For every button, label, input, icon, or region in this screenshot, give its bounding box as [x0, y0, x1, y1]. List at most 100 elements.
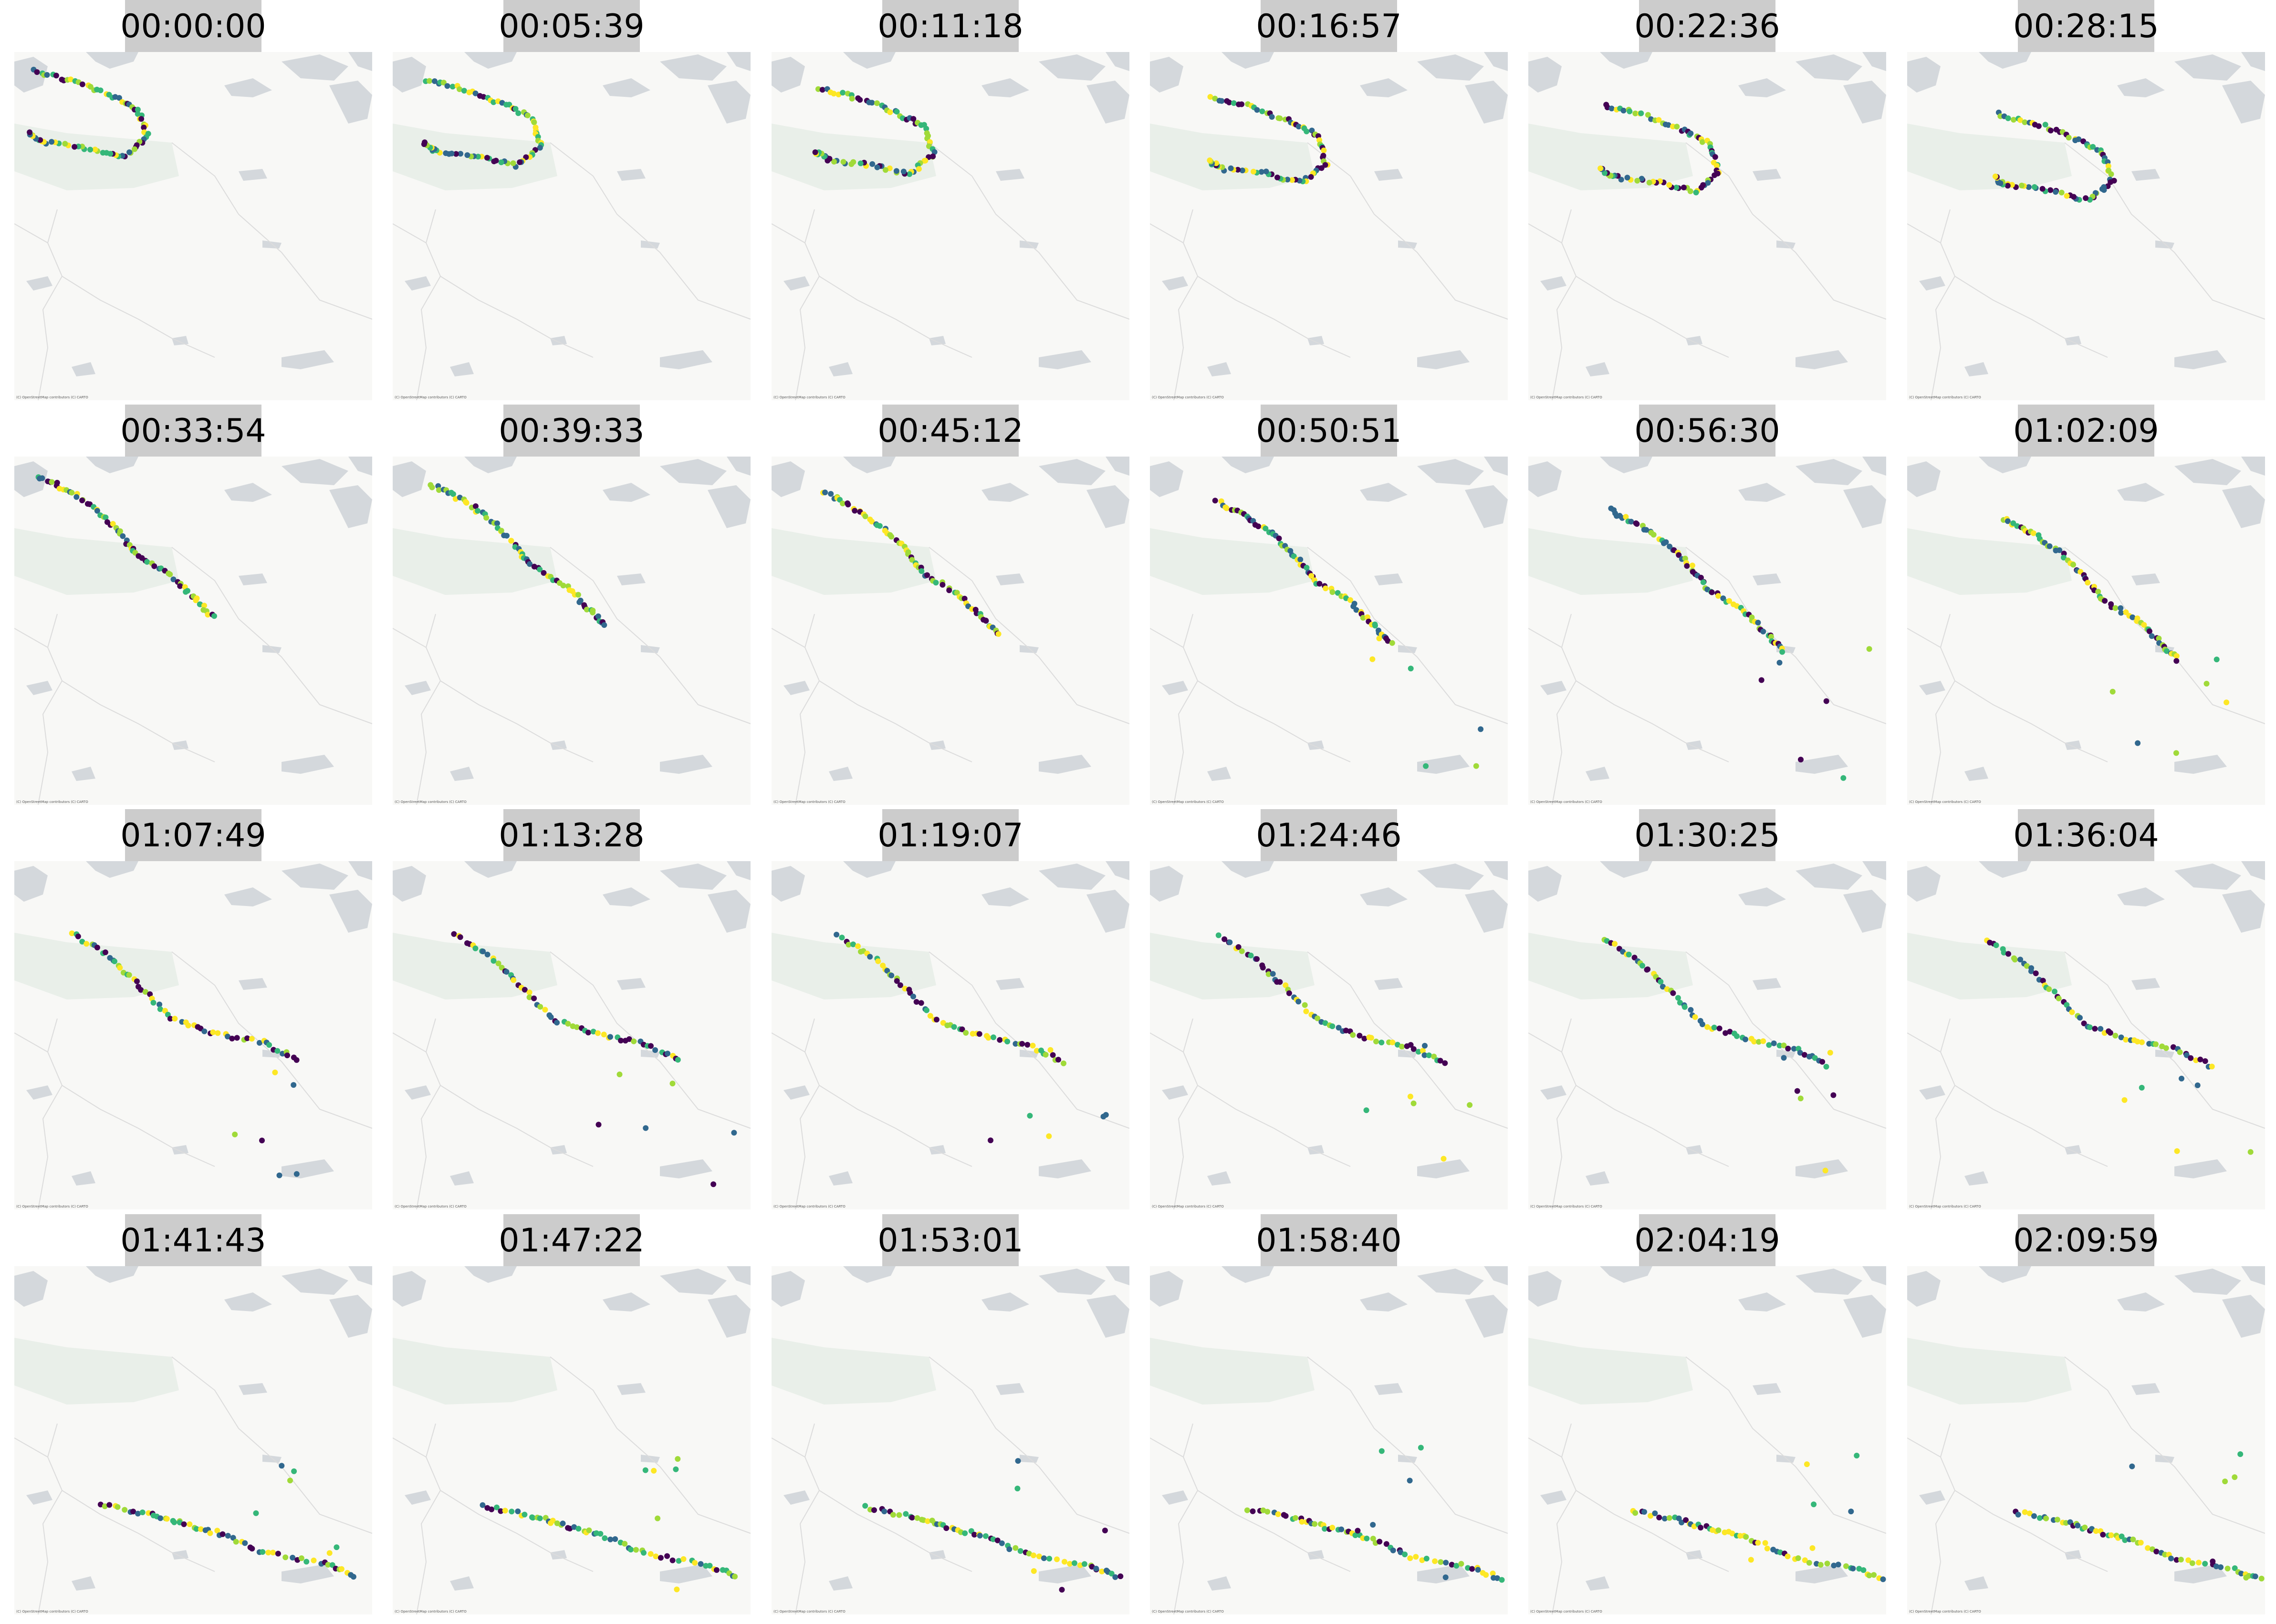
position-dot: [480, 94, 487, 100]
position-dot: [499, 965, 505, 971]
road: [772, 1032, 805, 1052]
map-attribution: (C) OpenStreetMap contributors (C) CARTO: [773, 396, 846, 399]
road: [171, 1356, 372, 1534]
water-body: [617, 169, 646, 181]
water-body: [1484, 861, 1508, 880]
position-dot: [421, 141, 427, 147]
position-dot: [648, 1043, 654, 1049]
position-dot: [1698, 1525, 1704, 1530]
water-body: [981, 483, 1029, 502]
position-dot: [2197, 1056, 2203, 1062]
road: [1173, 614, 1199, 805]
position-dot: [651, 1468, 657, 1474]
position-dot: [997, 1037, 1003, 1043]
position-dot: [900, 168, 907, 175]
water-body: [1417, 459, 1484, 485]
water-body: [405, 1490, 431, 1505]
position-dot: [1227, 939, 1233, 946]
water-body: [660, 1564, 712, 1583]
position-dot: [287, 1478, 293, 1484]
position-dot: [249, 1036, 255, 1042]
position-dot: [484, 951, 491, 958]
position-dot: [293, 1171, 300, 1177]
road: [171, 951, 372, 1129]
water-body: [1374, 169, 1403, 181]
position-dot: [575, 1526, 582, 1532]
position-dot: [601, 1031, 607, 1038]
map-canvas: [1150, 457, 1508, 805]
basemap: (C) OpenStreetMap contributors (C) CARTO: [393, 457, 751, 805]
position-dot: [1993, 942, 1999, 948]
water-body: [550, 1550, 567, 1560]
position-dot: [1303, 1008, 1309, 1014]
water-body: [660, 864, 727, 890]
position-dot: [62, 141, 68, 147]
basemap: (C) OpenStreetMap contributors (C) CARTO: [1150, 52, 1508, 400]
road: [929, 951, 1129, 1129]
position-dot: [1407, 1478, 1413, 1484]
basemap: (C) OpenStreetMap contributors (C) CARTO: [14, 1266, 372, 1614]
map-canvas: [1528, 457, 1886, 805]
water-body: [1222, 52, 1274, 69]
position-dot: [1015, 1458, 1021, 1464]
position-dot: [480, 948, 486, 955]
position-dot: [2061, 551, 2067, 557]
basemap: (C) OpenStreetMap contributors (C) CARTO: [1907, 52, 2265, 400]
position-dot: [1798, 757, 1804, 763]
basemap: (C) OpenStreetMap contributors (C) CARTO: [1150, 457, 1508, 805]
position-dot: [1626, 951, 1632, 958]
position-dot: [1264, 1509, 1271, 1515]
map-canvas: [772, 52, 1129, 400]
position-dot: [185, 1022, 191, 1029]
map-attribution: (C) OpenStreetMap contributors (C) CARTO: [1152, 1205, 1224, 1208]
map-attribution: (C) OpenStreetMap contributors (C) CARTO: [773, 1205, 846, 1208]
water-body: [1586, 1576, 1609, 1591]
road: [2064, 951, 2265, 1129]
water-body: [1540, 1085, 1566, 1100]
water-body: [86, 457, 138, 473]
position-dot: [1419, 1557, 1425, 1563]
water-body: [1843, 890, 1886, 933]
position-dot: [1254, 956, 1260, 962]
timestamp-label: 01:53:01: [877, 1214, 1023, 1267]
road: [550, 547, 751, 724]
position-dot: [631, 1038, 637, 1044]
water-body: [393, 57, 426, 93]
water-body: [1039, 54, 1106, 81]
position-dot: [2066, 135, 2072, 141]
water-body: [996, 573, 1024, 585]
position-dot: [1235, 167, 1241, 173]
road: [1307, 1356, 1508, 1534]
water-body: [617, 573, 646, 585]
position-dot: [1389, 1040, 1396, 1045]
position-dot: [983, 618, 989, 624]
position-dot: [713, 1567, 720, 1573]
position-dot: [1698, 185, 1704, 191]
water-body: [1796, 1159, 1848, 1178]
position-dot: [115, 1504, 121, 1510]
road: [1907, 1032, 1941, 1052]
position-dot: [943, 1525, 950, 1531]
position-dot: [595, 1030, 601, 1036]
road: [795, 1018, 820, 1209]
water-body: [1207, 1576, 1231, 1591]
position-dot: [1646, 179, 1652, 186]
water-body: [1964, 1171, 1988, 1186]
position-dot: [669, 1081, 676, 1087]
position-dot: [1108, 1571, 1115, 1577]
position-dot: [103, 514, 109, 521]
road: [440, 1490, 594, 1572]
position-dot: [120, 533, 126, 539]
position-dot: [857, 160, 864, 167]
position-dot: [999, 1540, 1005, 1546]
position-dot: [554, 1020, 560, 1026]
position-dot: [157, 1006, 163, 1012]
position-dot: [1751, 1039, 1757, 1045]
position-dot: [1612, 941, 1618, 947]
water-body: [660, 350, 712, 369]
position-dot: [1776, 660, 1783, 666]
water-body: [929, 1145, 946, 1155]
water-body: [405, 276, 431, 291]
position-dot: [931, 149, 938, 155]
position-dot: [502, 1508, 508, 1514]
